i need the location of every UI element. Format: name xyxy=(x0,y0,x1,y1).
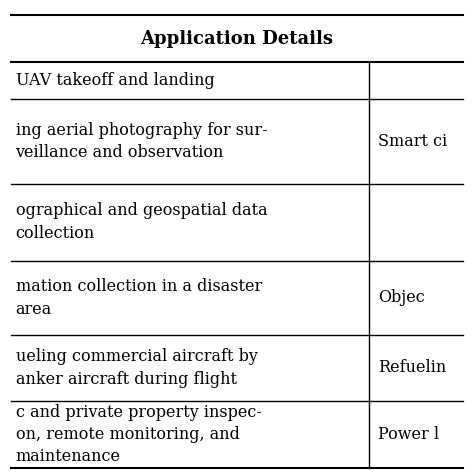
Text: ueling commercial aircraft by
anker aircraft during flight: ueling commercial aircraft by anker airc… xyxy=(16,348,257,388)
Text: Smart ci: Smart ci xyxy=(378,133,447,150)
Text: Refuelin: Refuelin xyxy=(378,359,447,376)
Text: Objec: Objec xyxy=(378,290,425,306)
Text: ographical and geospatial data
collection: ographical and geospatial data collectio… xyxy=(16,202,267,242)
Text: Power l: Power l xyxy=(378,426,439,443)
Text: mation collection in a disaster
area: mation collection in a disaster area xyxy=(16,278,262,318)
Text: UAV takeoff and landing: UAV takeoff and landing xyxy=(16,72,214,89)
Text: c and private property inspec-
on, remote monitoring, and
maintenance: c and private property inspec- on, remot… xyxy=(16,404,261,465)
Text: ing aerial photography for sur-
veillance and observation: ing aerial photography for sur- veillanc… xyxy=(16,122,267,161)
Text: Application Details: Application Details xyxy=(140,30,334,48)
